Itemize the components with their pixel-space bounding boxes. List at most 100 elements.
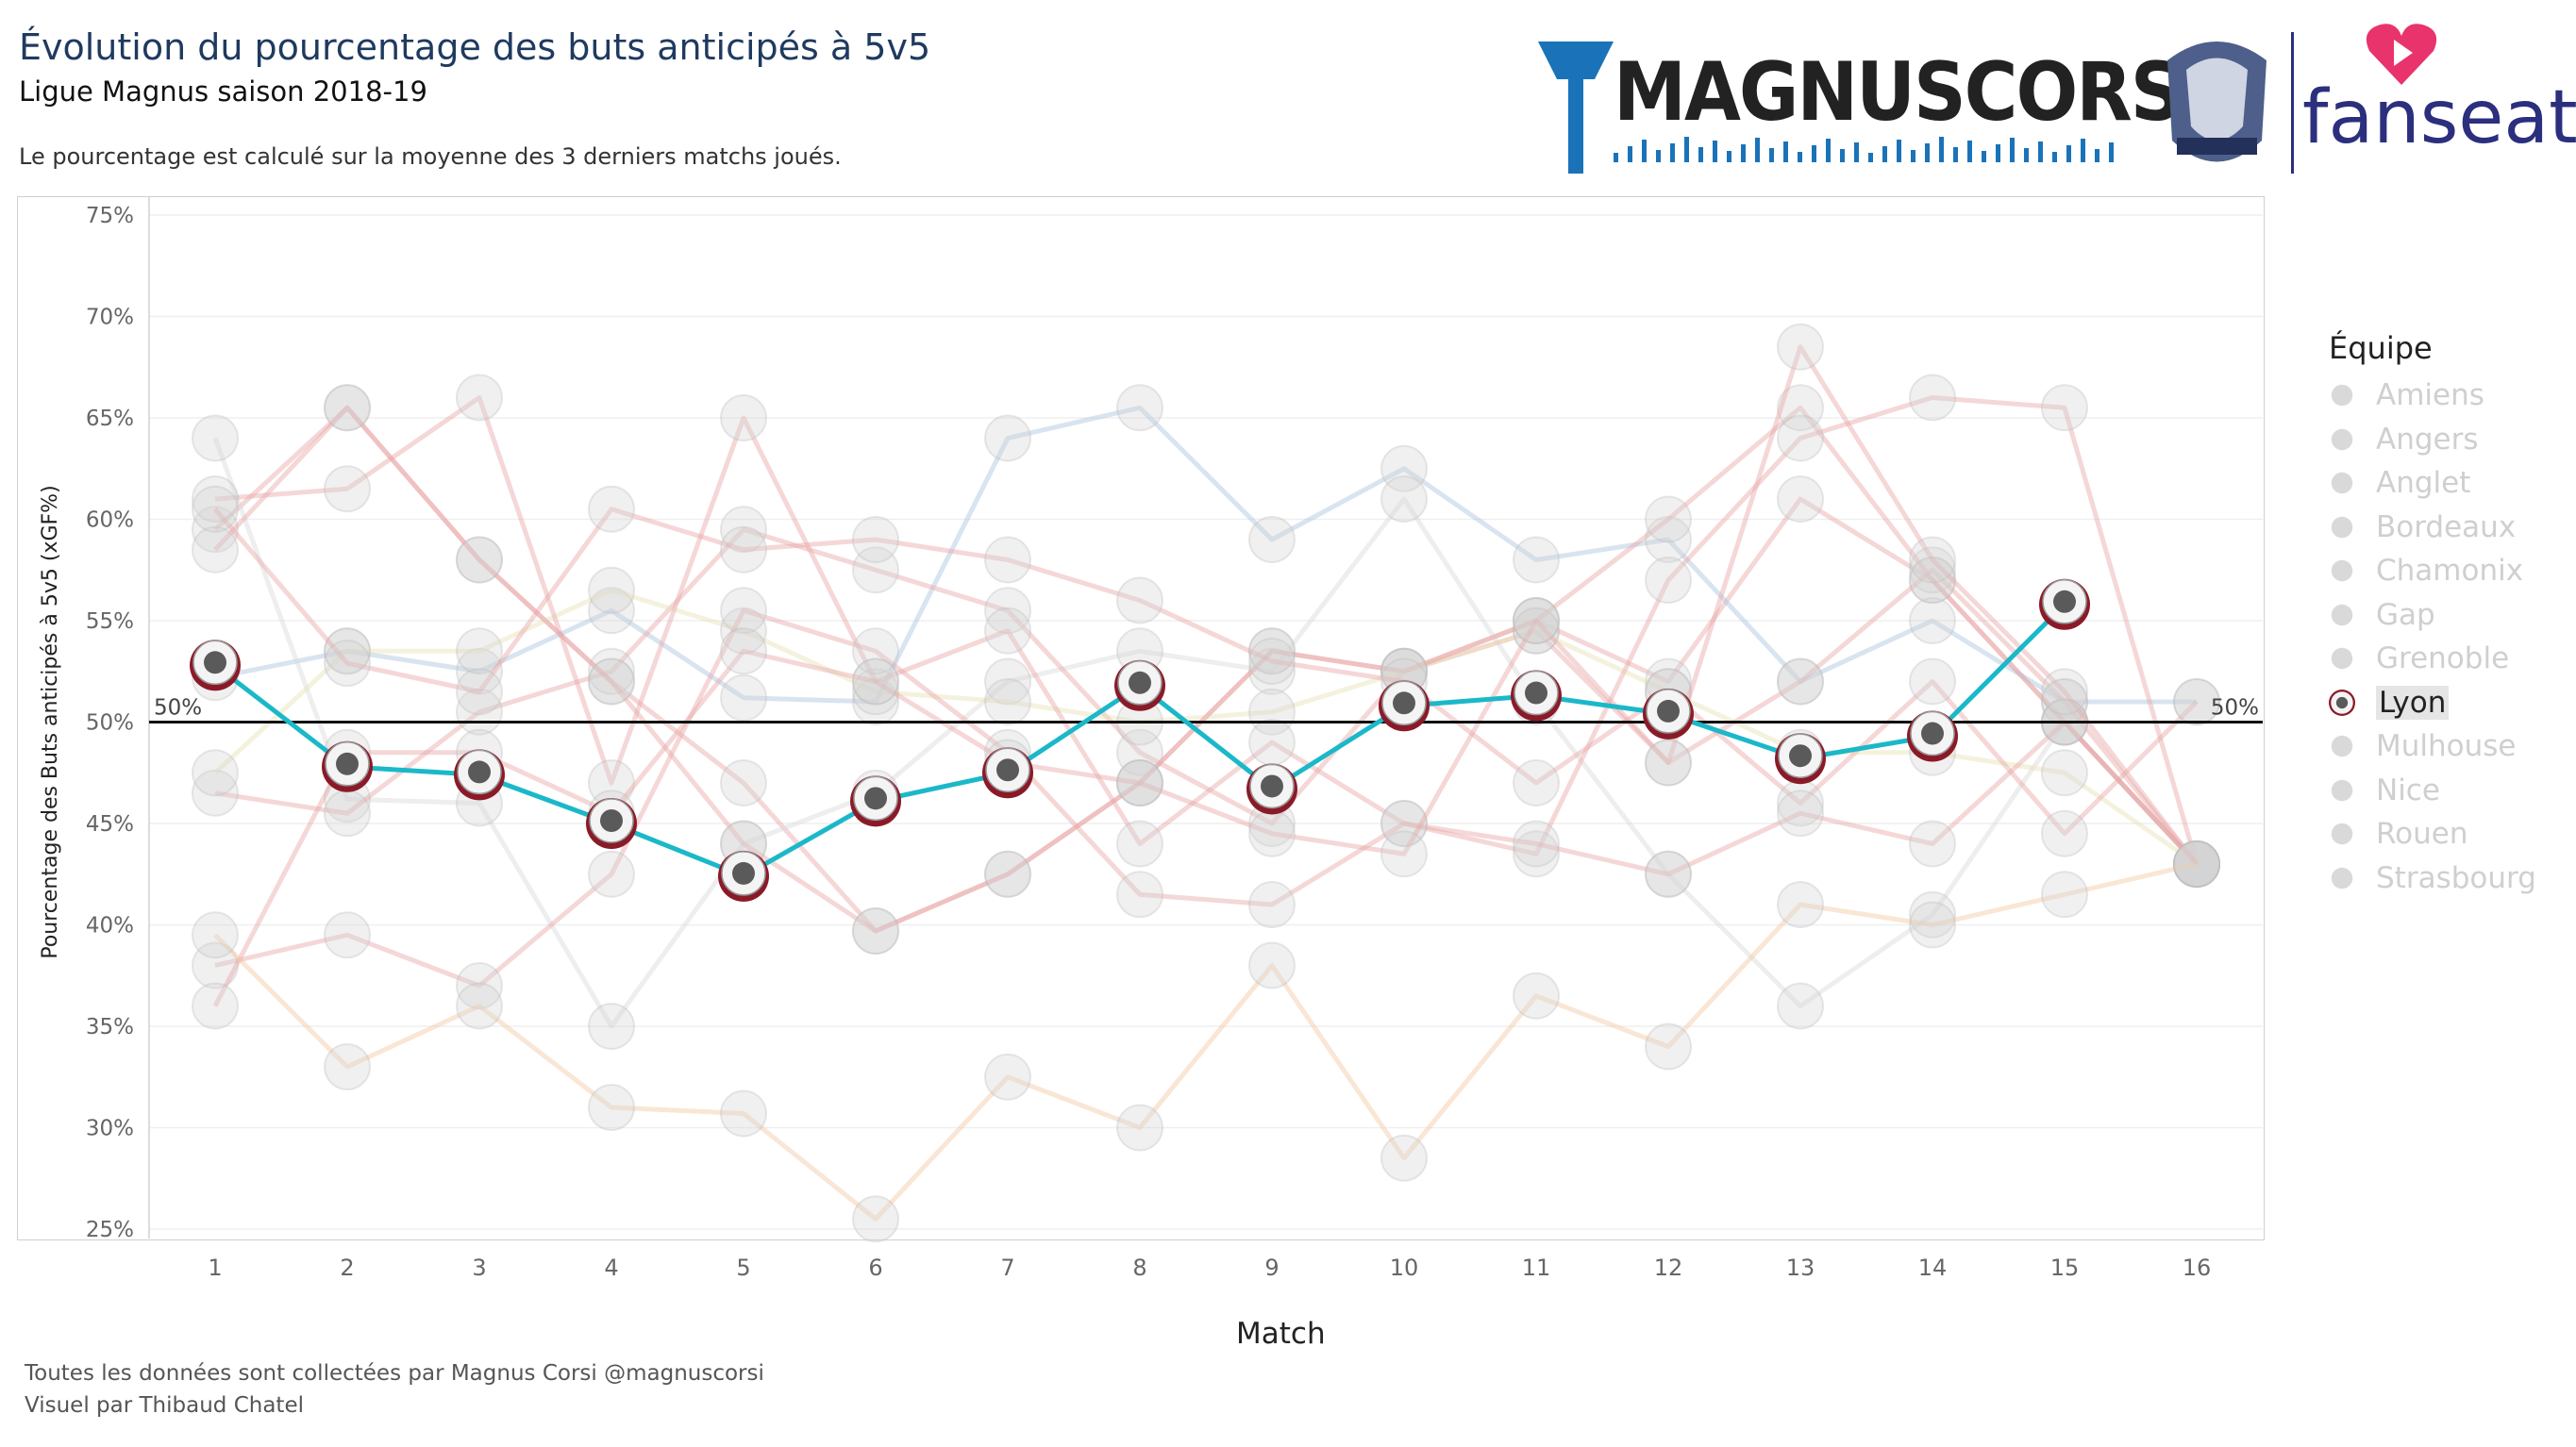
team-logo-point: [1909, 890, 1956, 939]
team-logo-point: [1909, 374, 1956, 422]
waveform-bar: [1798, 152, 1802, 162]
team-logo-point: [852, 657, 899, 706]
team-logo-point: [1909, 597, 1956, 644]
team-logo-point: [1116, 728, 1163, 776]
legend-item-gap[interactable]: Gap: [2329, 593, 2565, 638]
team-logo-point: [720, 587, 767, 635]
team-logo-point: [1645, 739, 1692, 787]
waveform-bar: [1741, 144, 1746, 162]
team-logo-point: [1248, 719, 1296, 766]
lyon-logo-center: [1525, 681, 1547, 705]
team-logo-point: [1248, 516, 1296, 563]
team-logo-point: [852, 1195, 899, 1243]
team-logo-point: [1380, 830, 1428, 878]
legend-item-nice[interactable]: Nice: [2329, 769, 2565, 813]
team-logo-icon: [2329, 425, 2355, 453]
team-logo-point: [984, 850, 1031, 898]
team-logo-point: [456, 374, 503, 422]
team-logo-point: [1248, 647, 1296, 695]
legend-item-angers[interactable]: Angers: [2329, 418, 2565, 462]
waveform-bar: [2109, 142, 2114, 162]
lyon-logo-center: [996, 758, 1019, 782]
y-tick-label: 55%: [86, 609, 134, 634]
series-line-chamonix: [213, 588, 2199, 867]
legend-item-lyon[interactable]: Lyon: [2329, 681, 2565, 725]
waveform-bar: [1868, 153, 1873, 162]
team-logo-point: [588, 1003, 635, 1050]
team-logo-point: [192, 769, 239, 817]
team-logo-icon: [2329, 776, 2355, 804]
team-logo-point: [1777, 323, 1824, 371]
team-logo-point: [1777, 414, 1824, 462]
x-tick-label: 4: [604, 1255, 618, 1281]
legend-item-mulhouse[interactable]: Mulhouse: [2329, 724, 2565, 769]
team-logo-point: [1248, 638, 1296, 685]
lyon-logo-center: [732, 861, 755, 885]
team-logo-point: [1116, 576, 1163, 624]
series-line-nice: [214, 607, 2199, 989]
x-tick-label: 13: [1786, 1255, 1815, 1281]
team-logo-point: [2173, 840, 2220, 888]
y-tick-label: 25%: [86, 1218, 134, 1242]
team-logo-point: [1909, 901, 1956, 949]
line-chart: 25%30%35%40%45%50%55%60%65%70%75%1 2 3 4 5 6 7…: [39, 196, 2263, 1281]
team-logo-point: [852, 906, 899, 955]
team-logo-point: [2173, 678, 2220, 725]
waveform-bar: [1713, 141, 1717, 162]
waveform-bar: [2066, 145, 2071, 162]
legend-item-strasbourg[interactable]: Strasbourg: [2329, 857, 2565, 901]
waveform-bar: [2095, 149, 2099, 162]
team-logo-point: [1513, 597, 1560, 644]
team-logo-point: [588, 850, 635, 898]
y-axis-label: Pourcentage des Buts anticipés à 5v5 (xG…: [39, 485, 62, 958]
team-logo-point: [1116, 871, 1163, 919]
waveform-bar: [2024, 148, 2029, 162]
team-logo-point: [720, 627, 767, 675]
team-logo-point: [1777, 790, 1824, 838]
team-logo-icon: [2329, 864, 2355, 891]
waveform-bar: [1684, 137, 1689, 162]
team-logo-point: [2173, 678, 2220, 725]
x-tick-label: 3: [472, 1255, 486, 1281]
team-logo-point: [456, 962, 503, 1009]
legend-item-grenoble[interactable]: Grenoble: [2329, 637, 2565, 681]
waveform-bar: [1812, 145, 1816, 162]
team-logo-point: [1777, 384, 1824, 432]
y-tick-label: 40%: [86, 914, 134, 939]
team-logo-point: [984, 657, 1031, 706]
legend-item-chamonix[interactable]: Chamonix: [2329, 549, 2565, 593]
legend-item-bordeaux[interactable]: Bordeaux: [2329, 506, 2565, 550]
series-line-gap: [213, 405, 2199, 934]
plot-area: [17, 196, 2265, 1240]
legend-item-anglet[interactable]: Anglet: [2329, 461, 2565, 506]
legend-item-amiens[interactable]: Amiens: [2329, 374, 2565, 418]
team-logo-icon: [2329, 689, 2355, 716]
x-tick-label: 10: [1390, 1255, 1419, 1281]
legend-item-rouen[interactable]: Rouen: [2329, 812, 2565, 857]
x-tick-label: 12: [1654, 1255, 1683, 1281]
legend-item-label: Anglet: [2376, 466, 2471, 501]
legend-item-label: Nice: [2376, 773, 2440, 807]
x-tick-label: 16: [2183, 1255, 2212, 1281]
team-logo-point: [192, 475, 239, 523]
y-tick-label: 60%: [86, 508, 134, 533]
waveform-bar: [1996, 144, 2000, 162]
legend-title: Équipe: [2329, 330, 2433, 366]
team-logo-point: [1645, 1023, 1692, 1071]
fanseat-logo: fanseat: [2302, 75, 2576, 160]
ligue-magnus-shield-icon: [2167, 42, 2267, 162]
waveform-bar: [2038, 141, 2043, 162]
chart-title: Évolution du pourcentage des buts antici…: [19, 26, 931, 68]
team-logo-point: [1645, 495, 1692, 543]
x-tick-label: 5: [736, 1255, 750, 1281]
y-tick-label: 30%: [86, 1117, 134, 1141]
team-logo-point: [852, 657, 899, 706]
team-logo-point: [1777, 475, 1824, 523]
waveform-bar: [1826, 139, 1831, 162]
team-logo-point: [324, 384, 371, 432]
reference-label-right: 50%: [2211, 696, 2259, 721]
team-logo-point: [456, 982, 503, 1030]
team-logo-point: [1513, 820, 1560, 868]
team-logo-point: [456, 668, 503, 716]
team-logo-point: [588, 1084, 635, 1131]
